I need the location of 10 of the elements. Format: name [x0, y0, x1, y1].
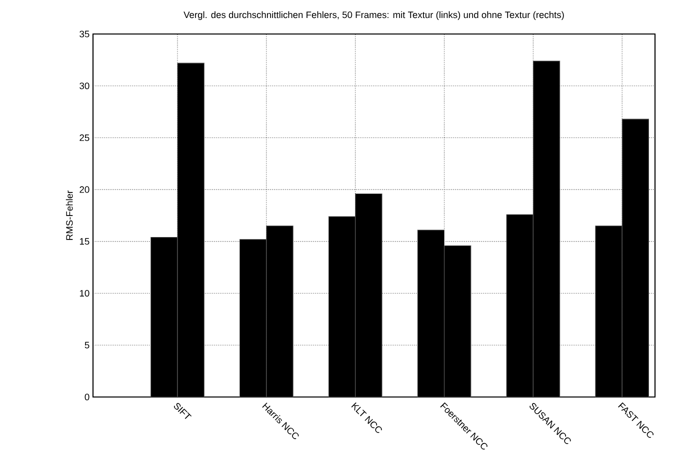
y-tick-label: 0	[84, 394, 90, 400]
y-tick-label: 20	[80, 186, 90, 193]
y-tick-label: 10	[80, 290, 90, 297]
y-tick-label: 30	[80, 82, 90, 90]
y-tick-label: 15	[80, 238, 90, 245]
y-axis-title: RMS-Fehler	[66, 190, 73, 240]
y-tick-label: 25	[80, 134, 90, 142]
y-tick-label: 35	[80, 30, 90, 38]
chart-title: Vergl. des durchschnittlichen Fehlers, 50 Frames: mit Textur (links) und ohne Textur (rechts)	[184, 11, 564, 20]
y-tick-label: 5	[84, 342, 90, 348]
